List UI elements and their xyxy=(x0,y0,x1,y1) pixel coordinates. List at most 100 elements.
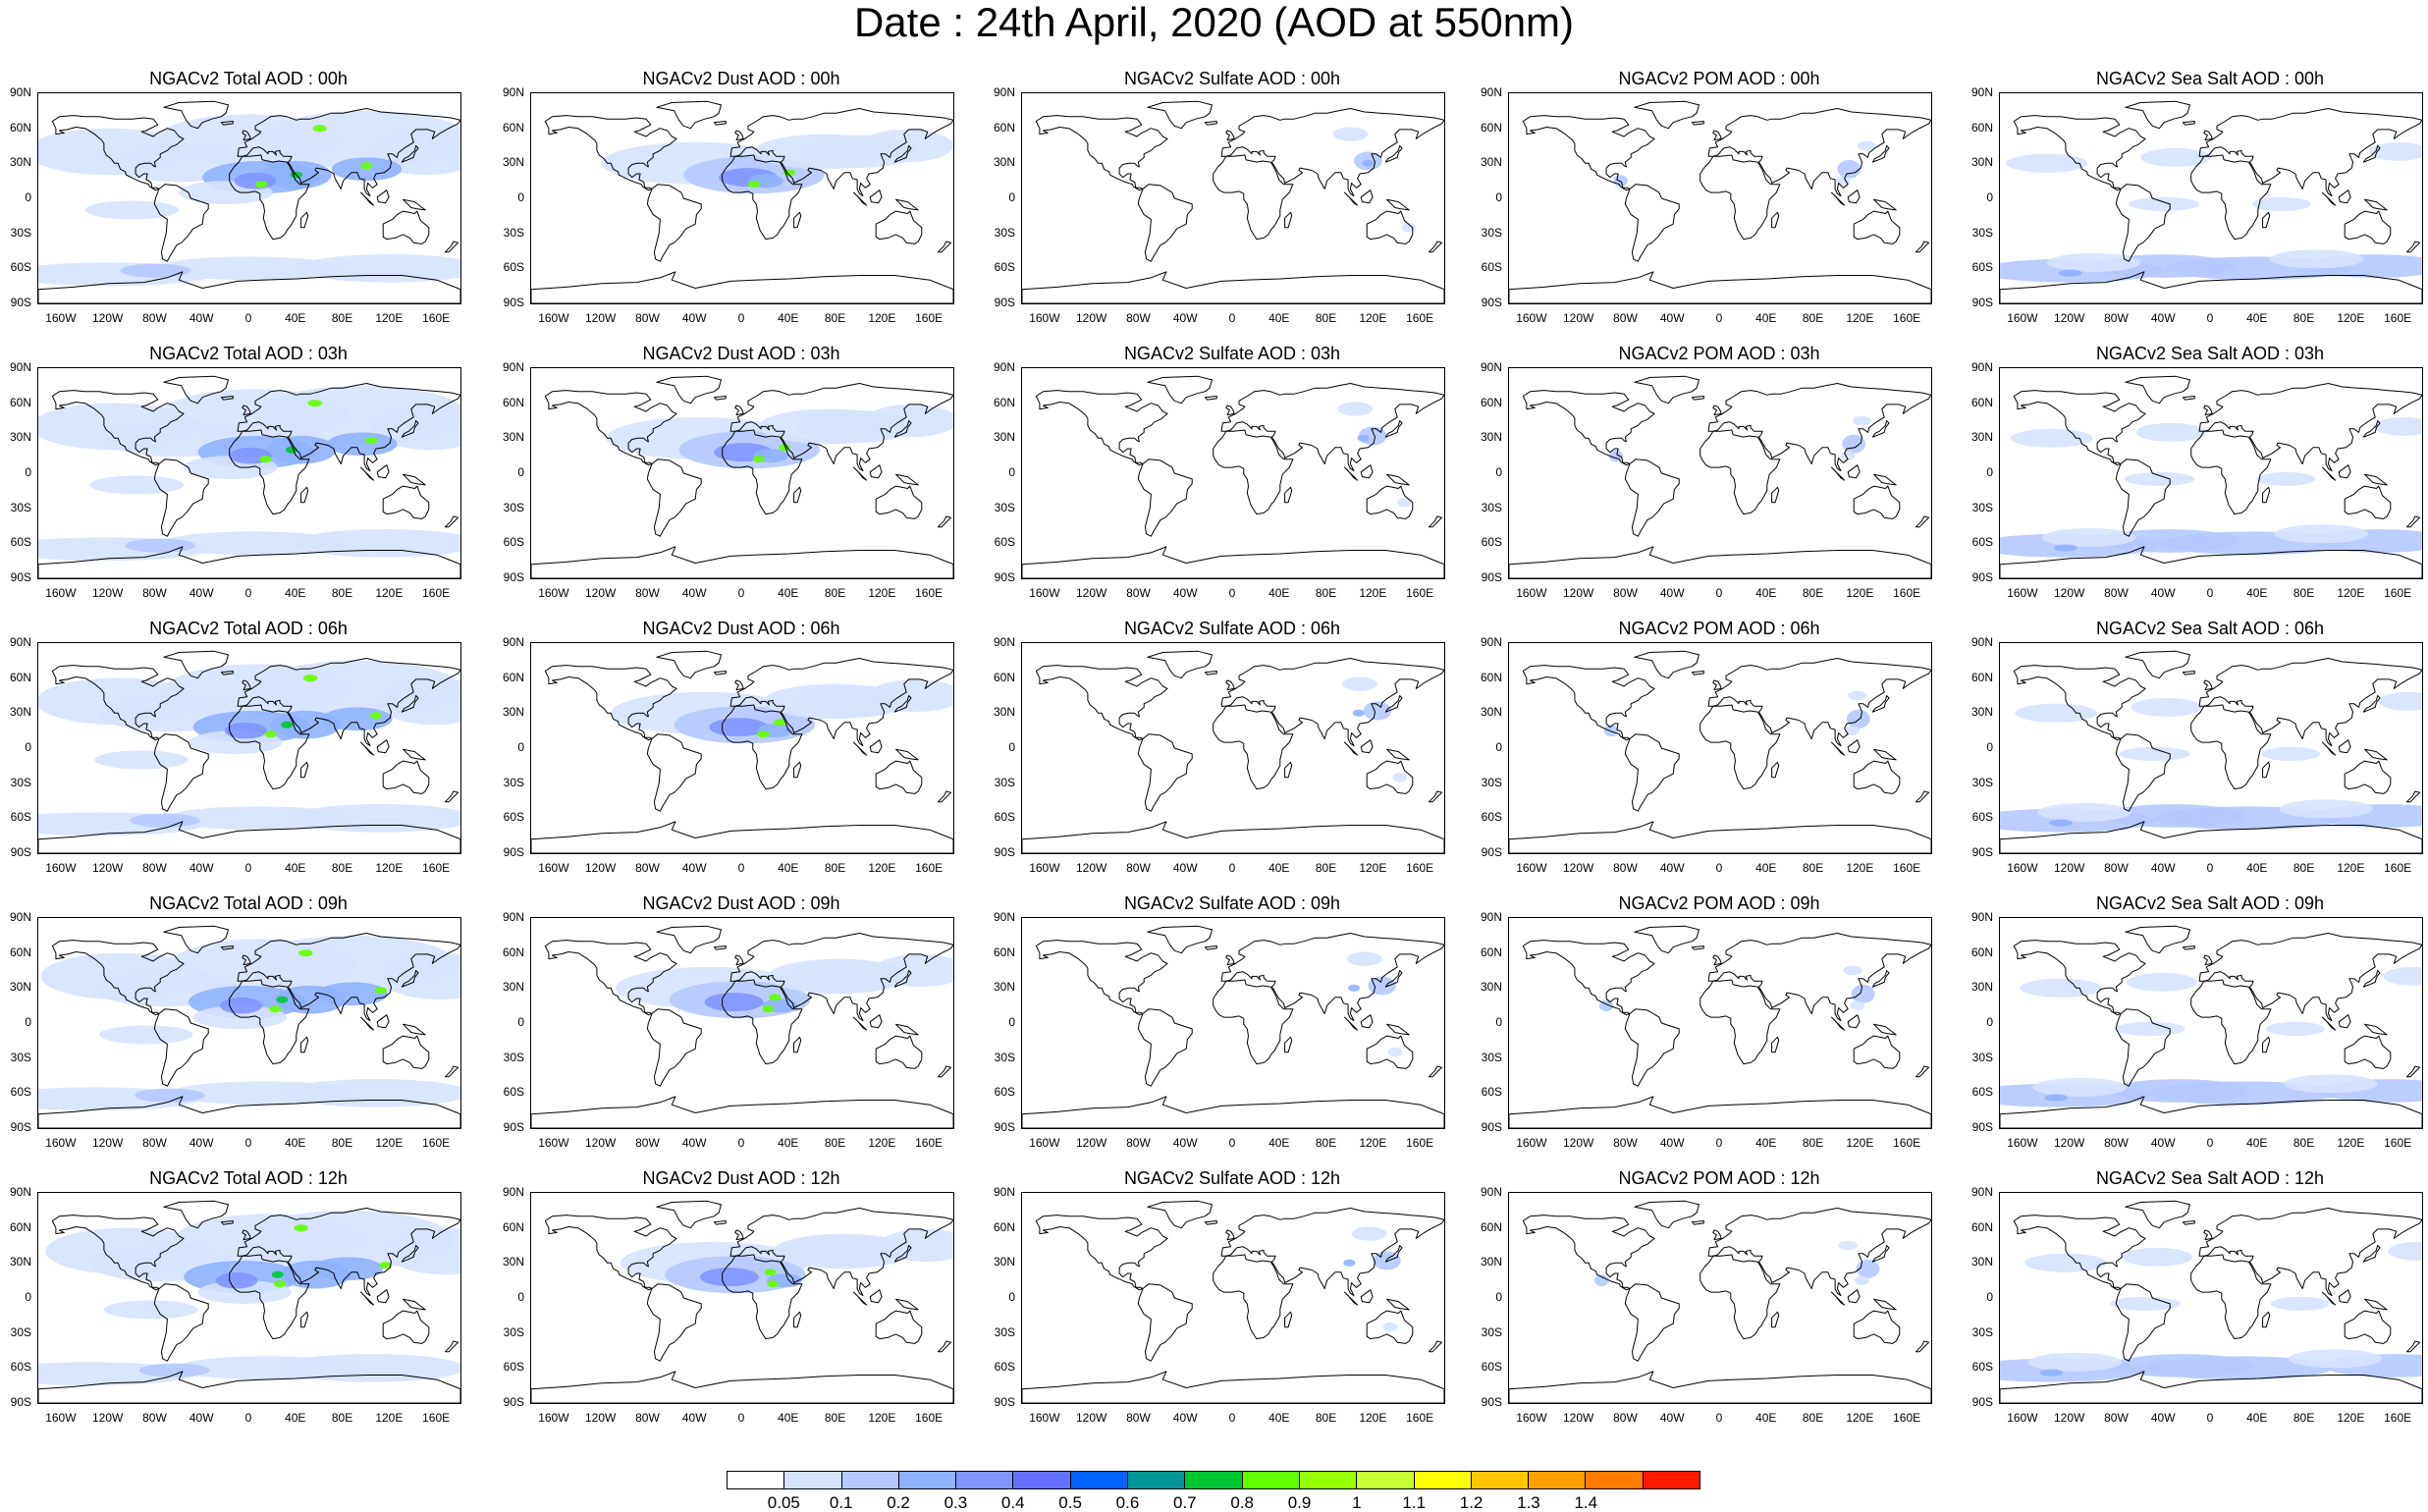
world-map xyxy=(530,642,954,854)
lon-tick-label: 80W xyxy=(635,1136,660,1150)
lat-tick-label: 90S xyxy=(994,1395,1015,1409)
lat-tick-label: 0 xyxy=(1495,465,1502,479)
lon-tick-label: 80E xyxy=(2293,861,2315,875)
lon-tick-label: 120E xyxy=(868,1136,896,1150)
lon-tick-label: 160W xyxy=(538,1411,569,1425)
lat-tick-label: 90S xyxy=(1971,570,1993,584)
lat-tick-label: 90S xyxy=(994,570,1015,584)
lat-tick-label: 90N xyxy=(993,360,1015,374)
lon-tick-label: 160E xyxy=(1893,586,1921,600)
world-map xyxy=(37,642,461,854)
lon-tick-label: 120E xyxy=(868,311,896,325)
lon-tick-label: 80W xyxy=(142,311,167,325)
lat-tick-label: 60N xyxy=(1970,120,1993,135)
lat-tick-label: 90S xyxy=(1481,570,1502,584)
lon-tick-label: 40W xyxy=(2150,1411,2176,1425)
lat-tick-label: 30N xyxy=(993,430,1015,445)
lat-tick-label: 90N xyxy=(1970,635,1993,649)
lon-tick-label: 40E xyxy=(2246,861,2268,875)
lon-tick-label: 80E xyxy=(2293,311,2315,325)
lat-tick-label: 30S xyxy=(1971,1050,1993,1064)
panel-title: NGACv2 Total AOD : 09h xyxy=(149,893,348,913)
lon-tick-label: 0 xyxy=(1228,311,1236,325)
lat-tick-label: 0 xyxy=(1495,1290,1502,1304)
lat-tick-label: 30N xyxy=(9,980,31,995)
lat-tick-label: 30S xyxy=(503,1324,524,1339)
world-map xyxy=(1021,1192,1445,1404)
lon-tick-label: 160W xyxy=(45,861,77,875)
lon-tick-label: 160W xyxy=(1029,311,1060,325)
lat-tick-label: 60S xyxy=(994,810,1015,825)
lon-tick-label: 40E xyxy=(1268,586,1290,600)
panel-title: NGACv2 Total AOD : 06h xyxy=(149,619,348,638)
lon-tick-label: 120W xyxy=(1562,311,1594,325)
lat-tick-label: 0 xyxy=(25,465,31,479)
lon-tick-label: 0 xyxy=(1715,586,1723,600)
lat-tick-label: 30S xyxy=(503,775,524,789)
lon-tick-label: 0 xyxy=(737,1411,745,1425)
lat-tick-label: 30S xyxy=(1481,1050,1502,1064)
lon-tick-label: 120W xyxy=(91,1136,124,1150)
lat-tick-label: 90S xyxy=(994,1120,1015,1134)
map-panel-dust-0: NGACv2 Dust AOD : 00h 90N 60N 30N 0 30S 60S 90… xyxy=(493,69,974,338)
map-panel-dust-4: NGACv2 Dust AOD : 12h 90N 60N 30N 0 30S 60S 90… xyxy=(493,1168,974,1437)
panel-title: NGACv2 Sea Salt AOD : 00h xyxy=(2095,69,2325,88)
lon-tick-label: 80E xyxy=(1315,586,1337,600)
lon-tick-label: 120W xyxy=(1075,861,1107,875)
colorbar-swatch xyxy=(841,1472,899,1488)
lon-tick-label: 0 xyxy=(1715,1411,1723,1425)
lon-tick-label: 80W xyxy=(2104,861,2129,875)
lon-tick-label: 40W xyxy=(1659,311,1685,325)
colorbar-swatch xyxy=(784,1472,842,1488)
lon-tick-label: 0 xyxy=(737,861,745,875)
lat-tick-label: 90N xyxy=(993,635,1015,649)
lon-tick-label: 40E xyxy=(778,586,799,600)
lon-tick-label: 40E xyxy=(1755,311,1777,325)
lat-tick-label: 60N xyxy=(1970,945,1993,959)
lon-tick-label: 80E xyxy=(2293,1136,2315,1150)
lat-tick-label: 30S xyxy=(503,225,524,240)
map-panel-sulfate-2: NGACv2 Sulfate AOD : 06h 90N 60N 30N 0 30S 60… xyxy=(984,619,1465,888)
lon-tick-label: 80W xyxy=(1126,311,1151,325)
lat-tick-label: 90S xyxy=(1971,845,1993,859)
lat-tick-label: 30S xyxy=(1481,500,1502,514)
lon-tick-label: 80E xyxy=(824,311,846,325)
colorbar-swatch xyxy=(1070,1472,1129,1488)
lon-tick-label: 160W xyxy=(2007,861,2038,875)
lat-tick-label: 90N xyxy=(993,1185,1015,1199)
lat-tick-label: 30S xyxy=(10,1050,31,1064)
colorbar-label: 0.1 xyxy=(829,1493,853,1512)
colorbar xyxy=(727,1471,1700,1489)
lon-tick-label: 80E xyxy=(2293,586,2315,600)
lat-tick-label: 60S xyxy=(503,535,524,550)
lon-tick-label: 0 xyxy=(2206,861,2214,875)
map-panel-pom-1: NGACv2 POM AOD : 03h 90N 60N 30N 0 30S 60S 90S… xyxy=(1471,344,1952,613)
world-map xyxy=(1021,92,1445,304)
lat-tick-label: 30S xyxy=(994,1324,1015,1339)
map-panel-pom-0: NGACv2 POM AOD : 00h 90N 60N 30N 0 30S 60S 90S… xyxy=(1471,69,1952,338)
lat-tick-label: 60S xyxy=(10,1360,31,1375)
colorbar-swatch xyxy=(1414,1472,1472,1488)
lat-tick-label: 90S xyxy=(1481,845,1502,859)
lon-tick-label: 40W xyxy=(2150,1136,2176,1150)
world-map xyxy=(1021,367,1445,579)
lon-tick-label: 160W xyxy=(45,586,77,600)
lon-tick-label: 80E xyxy=(331,861,353,875)
lat-tick-label: 30N xyxy=(1480,430,1502,445)
lon-tick-label: 120E xyxy=(1359,1136,1387,1150)
world-map xyxy=(37,367,461,579)
lon-tick-label: 80W xyxy=(1126,1136,1151,1150)
panel-title: NGACv2 POM AOD : 12h xyxy=(1618,1168,1820,1188)
lat-tick-label: 0 xyxy=(1986,190,1993,204)
lat-tick-label: 30N xyxy=(9,1255,31,1269)
lat-tick-label: 60S xyxy=(1971,260,1993,275)
lon-tick-label: 120W xyxy=(584,861,617,875)
lat-tick-label: 0 xyxy=(1495,1015,1502,1029)
lon-tick-label: 160W xyxy=(1029,861,1060,875)
lon-tick-label: 80E xyxy=(1315,311,1337,325)
lon-tick-label: 40E xyxy=(778,861,799,875)
lat-tick-label: 90S xyxy=(1971,296,1993,309)
lon-tick-label: 40W xyxy=(681,861,707,875)
lon-tick-label: 120E xyxy=(868,861,896,875)
lon-tick-label: 0 xyxy=(1228,1136,1236,1150)
